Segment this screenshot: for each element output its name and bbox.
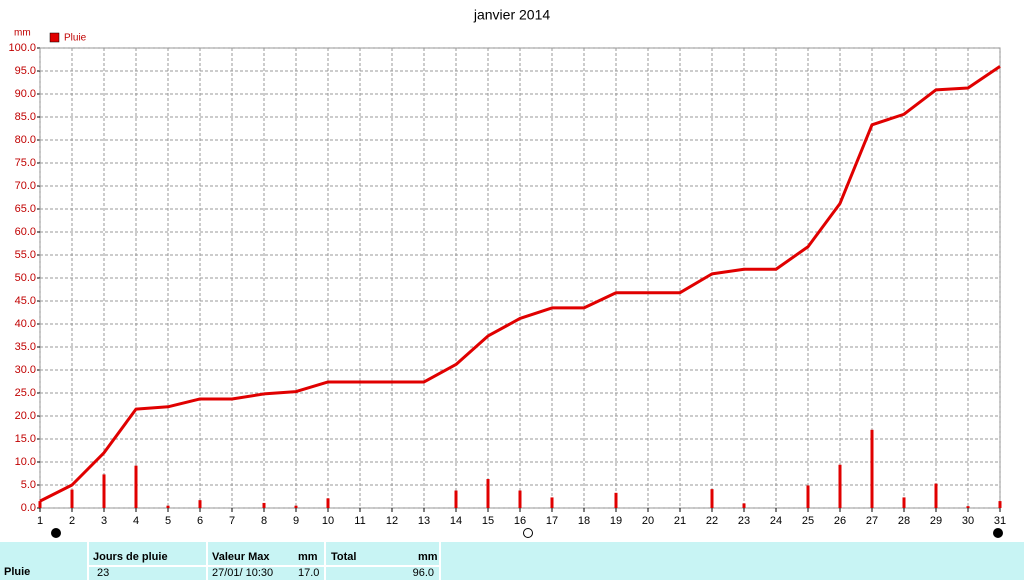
x-tick-label: 28 [898, 515, 910, 527]
table-bg [0, 542, 1024, 580]
bar [902, 497, 906, 508]
bar [326, 498, 330, 508]
x-tick-label: 27 [866, 515, 878, 527]
bar [134, 465, 138, 508]
y-tick-label: 50.0 [15, 272, 36, 284]
y-tick-label: 5.0 [21, 479, 36, 491]
x-tick-label: 26 [834, 515, 846, 527]
table-unit: mm [418, 551, 438, 563]
bar [454, 490, 458, 508]
x-tick-label: 9 [293, 515, 299, 527]
y-tick-label: 40.0 [15, 318, 36, 330]
table-header: Jours de pluie [93, 551, 168, 563]
x-tick-label: 24 [770, 515, 782, 527]
table-cell: 96.0 [413, 567, 434, 579]
bar [806, 485, 810, 508]
y-tick-label: 70.0 [15, 180, 36, 192]
bar [742, 503, 746, 508]
x-tick-label: 30 [962, 515, 974, 527]
moon-icon [993, 528, 1003, 538]
y-tick-label: 0.0 [21, 502, 36, 514]
x-tick-label: 16 [514, 515, 526, 527]
table-cell: 17.0 [298, 567, 319, 579]
x-tick-label: 6 [197, 515, 203, 527]
chart-title: janvier 2014 [473, 7, 550, 23]
x-tick-label: 5 [165, 515, 171, 527]
y-tick-label: 65.0 [15, 203, 36, 215]
y-tick-label: 55.0 [15, 249, 36, 261]
y-tick-label: 85.0 [15, 111, 36, 123]
x-tick-label: 7 [229, 515, 235, 527]
bar [70, 489, 74, 508]
bar [870, 429, 874, 508]
y-tick-label: 25.0 [15, 387, 36, 399]
x-tick-label: 25 [802, 515, 814, 527]
bar [294, 505, 298, 508]
x-tick-label: 1 [37, 515, 43, 527]
bar [838, 464, 842, 508]
table-header: Valeur Max [212, 551, 270, 563]
bar [486, 479, 490, 508]
y-tick-label: 20.0 [15, 410, 36, 422]
line [39, 65, 1001, 503]
bar [998, 501, 1002, 508]
x-tick-label: 3 [101, 515, 107, 527]
x-tick-label: 11 [354, 515, 365, 527]
x-tick-label: 10 [322, 515, 334, 527]
y-tick-label: 75.0 [15, 157, 36, 169]
grid [37, 47, 1001, 512]
bar [262, 502, 266, 508]
x-tick-label: 22 [706, 515, 718, 527]
table-cell: 27/01/ 10:30 [212, 567, 273, 579]
x-tick-label: 14 [450, 515, 462, 527]
y-tick-label: 90.0 [15, 88, 36, 100]
bar [550, 497, 554, 508]
bar [198, 500, 202, 508]
table-cell: 23 [97, 567, 109, 579]
x-tick-label: 31 [994, 515, 1006, 527]
x-tick-label: 13 [418, 515, 430, 527]
x-tick-label: 15 [482, 515, 494, 527]
y-tick-label: 10.0 [15, 456, 36, 468]
legend-label: Pluie [64, 33, 87, 44]
y-tick-label: 100.0 [8, 42, 36, 54]
bar [934, 483, 938, 508]
table-row-label: Pluie [4, 566, 30, 578]
x-tick-label: 8 [261, 515, 267, 527]
y-tick-label: 15.0 [15, 433, 36, 445]
y-tick-label: 80.0 [15, 134, 36, 146]
x-tick-label: 4 [133, 515, 139, 527]
x-tick-label: 17 [546, 515, 558, 527]
x-tick-label: 20 [642, 515, 654, 527]
x-tick-label: 12 [386, 515, 398, 527]
bar [710, 489, 714, 508]
y-tick-label: 45.0 [15, 295, 36, 307]
x-tick-label: 29 [930, 515, 942, 527]
legend-swatch [49, 32, 60, 43]
y-tick-label: 95.0 [15, 65, 36, 77]
x-tick-label: 23 [738, 515, 750, 527]
bar [966, 506, 970, 508]
x-tick-label: 21 [674, 515, 686, 527]
moon-icon [523, 528, 533, 538]
moon-icon [51, 528, 61, 538]
x-tick-label: 19 [610, 515, 622, 527]
y-unit: mm [14, 28, 31, 39]
y-tick-label: 35.0 [15, 341, 36, 353]
table-unit: mm [298, 551, 318, 563]
marks [38, 65, 1002, 508]
y-tick-label: 30.0 [15, 364, 36, 376]
table-header: Total [331, 551, 356, 563]
x-tick-label: 2 [69, 515, 75, 527]
bar [38, 501, 42, 508]
y-tick-label: 60.0 [15, 226, 36, 238]
x-tick-label: 18 [578, 515, 590, 527]
table-lines [87, 542, 441, 580]
bar [614, 492, 618, 508]
bar [166, 505, 170, 508]
bar [518, 490, 522, 508]
bar [102, 474, 106, 508]
